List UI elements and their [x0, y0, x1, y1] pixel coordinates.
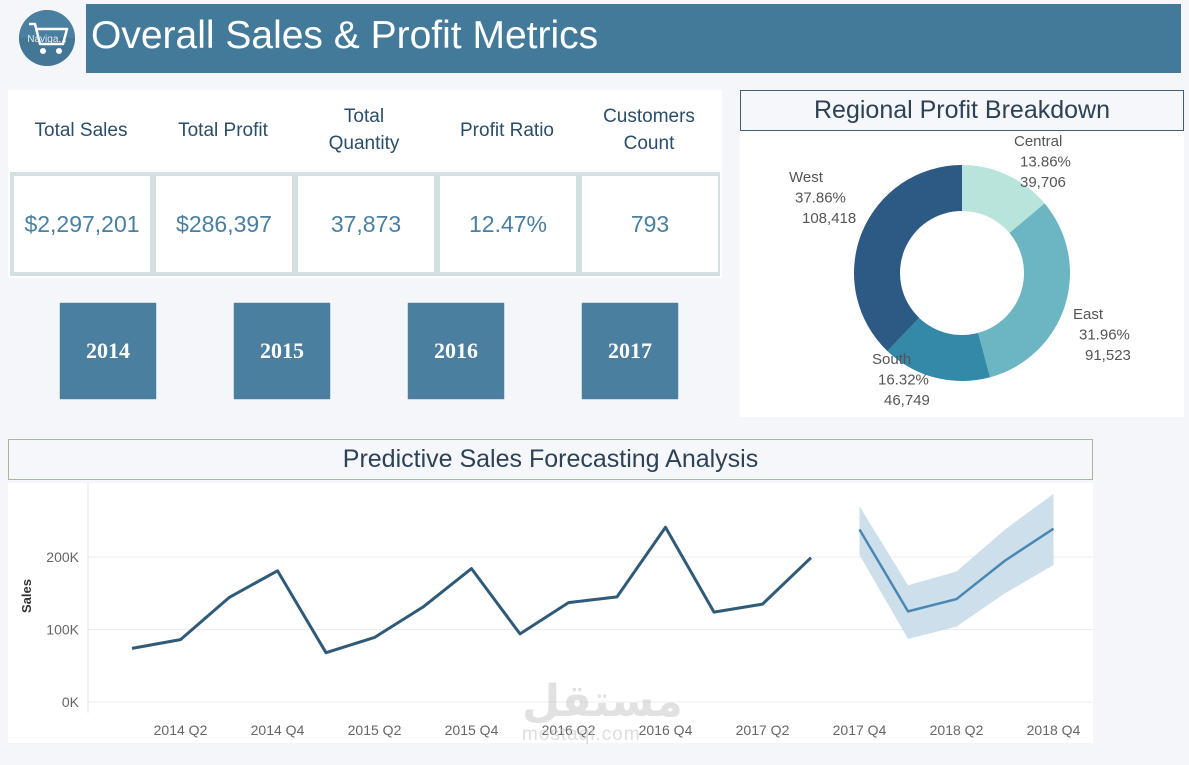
donut-slice-west[interactable] — [854, 165, 962, 352]
donut-label-south-percent: 16.32% — [878, 372, 929, 389]
x-tick-label: 2014 Q4 — [251, 722, 305, 738]
x-tick-label: 2016 Q4 — [639, 722, 693, 738]
kpi-label-profit-ratio: Profit Ratio — [460, 119, 554, 141]
donut-slice-central[interactable] — [962, 165, 1045, 234]
x-tick-label: 2017 Q2 — [736, 722, 790, 738]
kpi-value-total-sales: $2,297,201 — [14, 176, 150, 272]
donut-label-central-percent: 13.86% — [1020, 154, 1071, 171]
donut-label-central-name: Central — [1014, 133, 1062, 150]
year-button-2015[interactable]: 2015 — [234, 303, 330, 399]
donut-label-east-value: 91,523 — [1085, 347, 1131, 364]
kpi-value-profit-ratio: 12.47% — [440, 176, 576, 272]
kpi-label-customers-count: Customers Count — [603, 106, 695, 154]
year-button-2016[interactable]: 2016 — [408, 303, 504, 399]
donut-label-east-percent: 31.96% — [1079, 327, 1130, 344]
kpi-label-total-quantity: Total Quantity — [328, 106, 400, 154]
donut-label-south-value: 46,749 — [884, 392, 930, 409]
x-tick-label: 2018 Q4 — [1027, 722, 1081, 738]
y-axis-label: Sales — [19, 579, 34, 613]
navigation-label: Naviga... — [27, 34, 67, 45]
forecast-sales-line[interactable] — [858, 527, 1055, 613]
y-tick-label: 100K — [46, 622, 79, 638]
kpi-values-row: $2,297,201 $286,397 37,873 12.47% 793 — [10, 172, 720, 276]
forecast-confidence-band — [859, 493, 1054, 639]
x-tick-label: 2015 Q4 — [445, 722, 499, 738]
regional-profit-panel: Central 13.86% 39,706 East 31.96% 91,523 South… — [740, 90, 1184, 417]
x-tick-label: 2016 Q2 — [542, 722, 596, 738]
page-title: Overall Sales & Profit Metrics — [91, 14, 599, 57]
kpi-panel: Total Sales Total Profit Total Quantity … — [8, 90, 722, 278]
actual-sales-line[interactable] — [131, 525, 813, 655]
kpi-label-total-sales: Total Sales — [34, 119, 128, 141]
shopping-cart-icon — [19, 10, 75, 66]
kpi-value-total-profit: $286,397 — [156, 176, 292, 272]
kpi-label-total-profit: Total Profit — [178, 119, 268, 141]
x-tick-label: 2015 Q2 — [348, 722, 402, 738]
regional-donut-chart: Central 13.86% 39,706 East 31.96% 91,523 South… — [789, 133, 1131, 409]
forecast-chart-title: Predictive Sales Forecasting Analysis — [8, 439, 1093, 480]
title-bar: Overall Sales & Profit Metrics — [86, 4, 1181, 73]
donut-label-east-name: East — [1073, 306, 1104, 323]
year-button-2017[interactable]: 2017 — [582, 303, 678, 399]
kpi-value-total-quantity: 37,873 — [298, 176, 434, 272]
donut-slice-south[interactable] — [887, 317, 991, 381]
donut-label-west-name: West — [789, 169, 824, 186]
year-button-2014[interactable]: 2014 — [60, 303, 156, 399]
navigation-button[interactable]: Naviga... — [19, 10, 75, 66]
sales-forecast-chart: 0K 100K 200K Sales 2014 Q2 2014 Q4 2015 Q2 2015… — [19, 483, 1093, 738]
y-tick-label: 0K — [62, 694, 80, 710]
donut-label-west-value: 108,418 — [802, 210, 856, 227]
y-tick-label: 200K — [46, 549, 79, 565]
x-tick-label: 2014 Q2 — [154, 722, 208, 738]
kpi-value-customers-count: 793 — [582, 176, 718, 272]
donut-slice-east[interactable] — [978, 203, 1070, 378]
x-tick-label: 2017 Q4 — [833, 722, 887, 738]
forecast-panel: 0K 100K 200K Sales 2014 Q2 2014 Q4 2015 Q2 2015… — [8, 483, 1093, 743]
donut-label-central-value: 39,706 — [1020, 174, 1066, 191]
regional-profit-title: Regional Profit Breakdown — [740, 90, 1184, 131]
donut-label-south-name: South — [872, 351, 911, 368]
x-tick-label: 2018 Q2 — [930, 722, 984, 738]
donut-label-west-percent: 37.86% — [795, 190, 846, 207]
